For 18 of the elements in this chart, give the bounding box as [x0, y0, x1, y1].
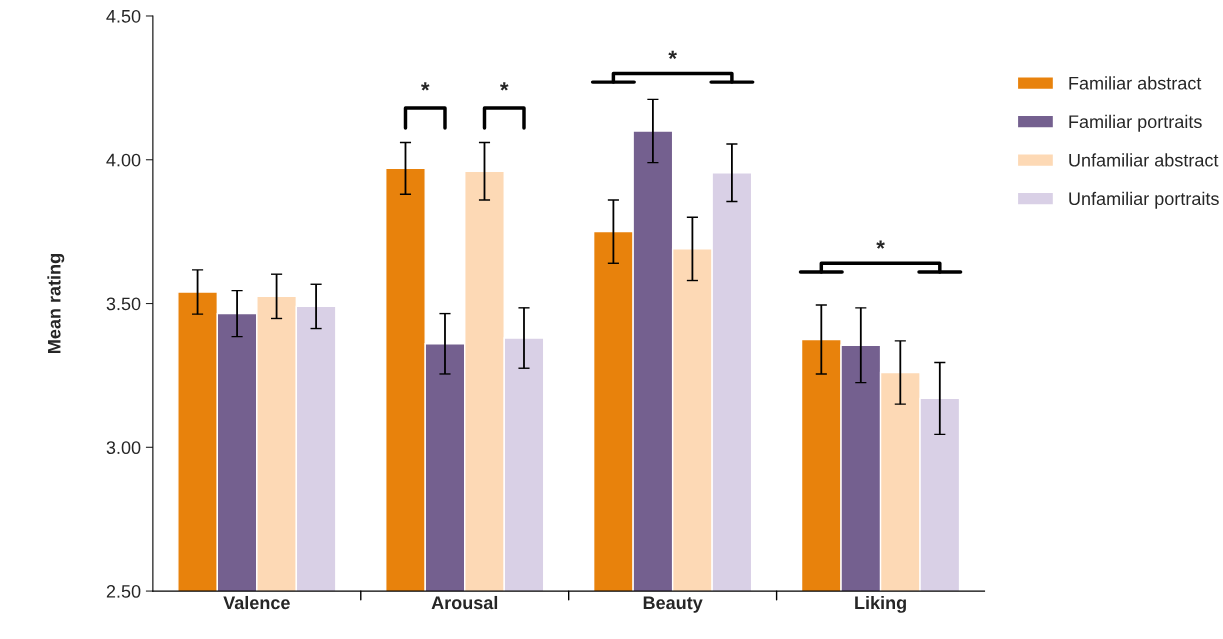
x-tick-label: Valence [223, 595, 290, 610]
x-tick-label: Arousal [431, 595, 498, 610]
legend-label: Unfamiliar abstract [1069, 153, 1219, 167]
y-axis-title: Mean rating [47, 254, 65, 353]
y-tick-label: 2.50 [106, 585, 141, 598]
x-tick-label: Beauty [643, 596, 703, 613]
legend-label: Familiar abstract [1069, 76, 1202, 90]
y-tick-label: 3.00 [106, 441, 141, 455]
y-tick-label: 3.50 [106, 297, 141, 311]
x-tick-label: Liking [855, 595, 906, 613]
y-tick-label: 4.00 [106, 153, 141, 167]
y-tick-label: 4.50 [106, 9, 141, 23]
annotation: * [499, 82, 509, 91]
legend-label: Familiar portraits [1069, 114, 1202, 132]
annotation: * [420, 82, 430, 91]
annotation: * [876, 240, 885, 249]
annotation: * [668, 50, 677, 59]
legend-label: Unfamiliar portraits [1069, 191, 1219, 209]
